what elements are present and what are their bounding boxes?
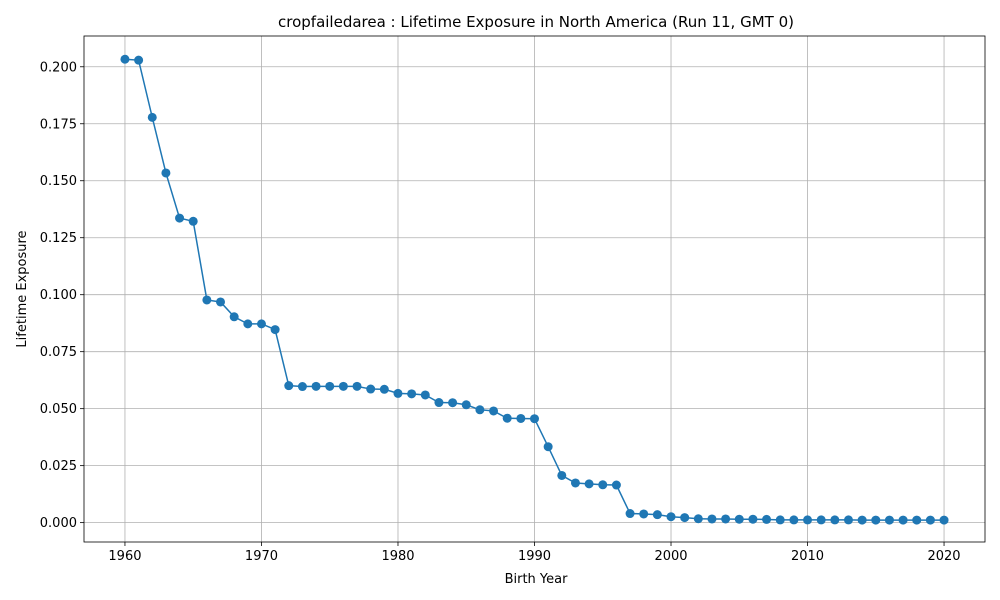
data-point	[502, 413, 512, 423]
x-tick-label: 1980	[381, 549, 414, 564]
y-axis-label: Lifetime Exposure	[15, 230, 30, 347]
data-point	[256, 319, 266, 329]
data-point	[898, 515, 908, 525]
y-tick-label: 0.075	[40, 345, 77, 360]
data-point	[611, 480, 621, 490]
y-tick-label: 0.100	[40, 288, 77, 303]
data-point	[338, 381, 348, 391]
grid-lines	[84, 36, 985, 542]
data-point	[707, 514, 717, 524]
x-tick-label: 1990	[518, 549, 551, 564]
data-point	[393, 388, 403, 398]
data-point	[584, 479, 594, 489]
data-point	[652, 510, 662, 520]
data-point	[721, 514, 731, 524]
y-tick-label: 0.000	[40, 516, 77, 531]
data-point	[557, 470, 567, 480]
data-point	[570, 478, 580, 488]
data-point	[693, 514, 703, 524]
data-point	[939, 515, 949, 525]
data-point	[188, 216, 198, 226]
data-point	[147, 112, 157, 122]
x-tick-label: 2010	[791, 549, 824, 564]
data-point	[639, 509, 649, 519]
data-point	[816, 515, 826, 525]
data-point	[120, 54, 130, 64]
y-tick-label: 0.025	[40, 459, 77, 474]
data-point	[175, 213, 185, 223]
x-tick-label: 2020	[927, 549, 960, 564]
data-point	[912, 515, 922, 525]
data-point	[297, 382, 307, 392]
data-point	[666, 512, 676, 522]
data-point	[366, 384, 376, 394]
data-point	[830, 515, 840, 525]
data-point	[762, 514, 772, 524]
data-point	[530, 414, 539, 424]
data-point	[734, 514, 744, 524]
data-point	[598, 480, 608, 490]
data-point	[379, 384, 389, 394]
y-tick-label: 0.125	[40, 231, 77, 246]
data-point	[448, 398, 458, 408]
y-tick-label: 0.175	[40, 117, 77, 132]
y-tick-label: 0.200	[40, 60, 77, 75]
data-point	[311, 381, 321, 391]
axis-ticks: 1960 1970 1980 1990 2000 2010 2020 0.000 0.025 0.…	[40, 60, 961, 564]
data-point	[475, 405, 485, 415]
data-point	[803, 515, 813, 525]
data-point	[407, 389, 417, 399]
data-point	[161, 168, 171, 178]
data-point	[352, 381, 362, 391]
data-point	[202, 295, 212, 305]
y-tick-label: 0.150	[40, 174, 77, 189]
data-point	[243, 319, 253, 329]
data-point	[325, 381, 335, 391]
data-point	[229, 312, 239, 322]
x-tick-label: 1960	[108, 549, 141, 564]
data-point	[434, 398, 444, 408]
data-point	[871, 515, 881, 525]
data-point	[543, 442, 553, 452]
data-point	[789, 515, 799, 525]
data-point	[843, 515, 853, 525]
x-tick-label: 2000	[654, 549, 687, 564]
data-point	[489, 406, 499, 416]
data-point	[461, 400, 471, 410]
data-point	[857, 515, 867, 525]
y-tick-label: 0.050	[40, 402, 77, 417]
data-point	[884, 515, 894, 525]
chart-title: cropfailedarea : Lifetime Exposure in No…	[278, 13, 794, 31]
data-point	[270, 325, 280, 335]
x-tick-label: 1970	[245, 549, 278, 564]
data-point	[680, 513, 690, 523]
series-line-group	[120, 54, 949, 525]
data-point	[284, 381, 294, 391]
data-point	[775, 515, 785, 525]
data-point	[516, 413, 526, 423]
data-point	[925, 515, 935, 525]
data-point	[625, 509, 635, 519]
data-point	[216, 297, 226, 307]
data-point	[748, 514, 758, 524]
x-axis-label: Birth Year	[505, 572, 569, 587]
data-point	[420, 390, 430, 400]
data-point	[134, 55, 144, 65]
